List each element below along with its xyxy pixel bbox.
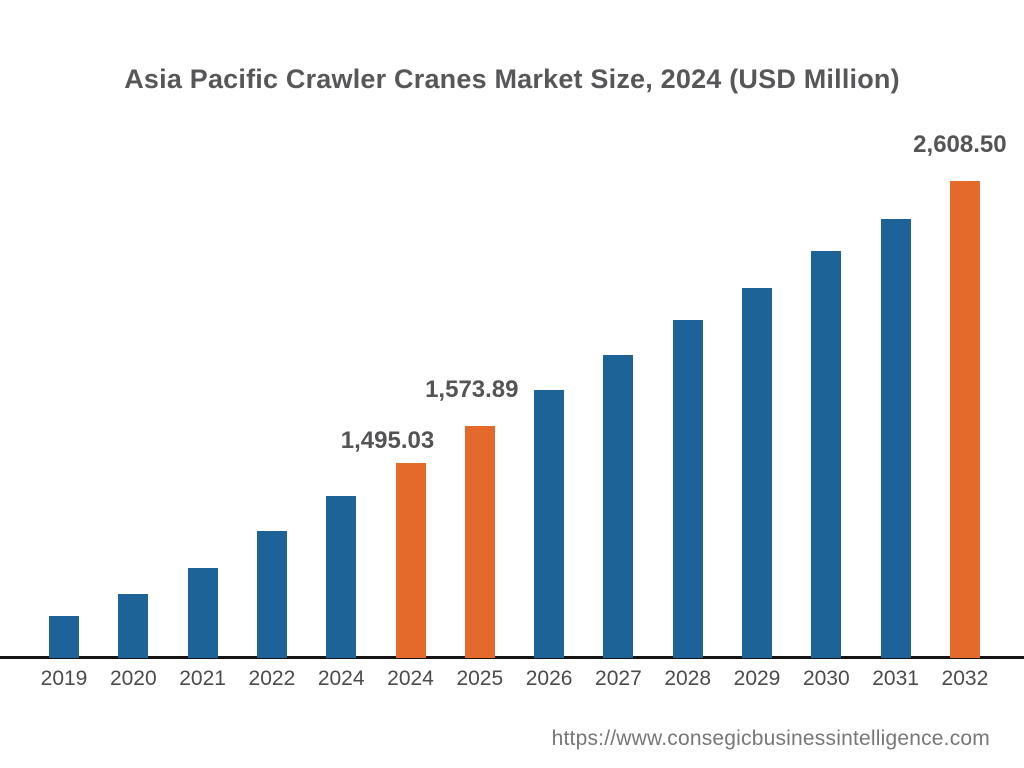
x-tick-2024: 2024 xyxy=(317,667,365,690)
x-tick-2028: 2028 xyxy=(664,667,712,690)
x-tick-2031: 2031 xyxy=(872,667,919,690)
bar-2022-blue xyxy=(256,531,287,658)
x-tick-2027: 2027 xyxy=(595,667,642,690)
value-label-2025: 1,573.89 xyxy=(425,376,519,403)
x-tick-2026: 2026 xyxy=(525,667,573,690)
bar-2024-blue xyxy=(326,496,357,658)
value-label-2032: 2,608.50 xyxy=(913,131,1007,158)
x-tick-2030: 2030 xyxy=(802,667,850,690)
x-tick-2024: 2024 xyxy=(387,667,434,690)
bar-2032-orange xyxy=(949,181,980,658)
x-axis-line xyxy=(0,656,1024,659)
x-tick-2021: 2021 xyxy=(179,667,226,690)
bar-2019-blue xyxy=(49,616,79,658)
bar-2021-blue xyxy=(187,568,218,658)
bar-2025-orange xyxy=(464,426,495,658)
bar-2027-blue xyxy=(603,355,634,658)
bar-2031-blue xyxy=(880,219,911,658)
x-tick-2019: 2019 xyxy=(40,667,88,690)
bar-2029-blue xyxy=(742,288,772,658)
x-tick-2025: 2025 xyxy=(456,667,504,690)
bar-2028-blue xyxy=(672,320,703,658)
bar-2024-orange xyxy=(395,463,426,658)
bar-2020-blue xyxy=(118,594,149,658)
x-tick-2032: 2032 xyxy=(941,667,989,690)
x-tick-2022: 2022 xyxy=(248,667,296,690)
chart-title: Asia Pacific Crawler Cranes Market Size,… xyxy=(124,64,900,94)
value-label-2024: 1,495.03 xyxy=(340,427,435,454)
x-tick-2020: 2020 xyxy=(109,667,157,690)
bar-2026-blue xyxy=(534,390,565,658)
source-url: https://www.consegicbusinessintelligence… xyxy=(551,727,990,750)
x-tick-2029: 2029 xyxy=(733,667,781,690)
bar-2030-blue xyxy=(811,251,842,658)
